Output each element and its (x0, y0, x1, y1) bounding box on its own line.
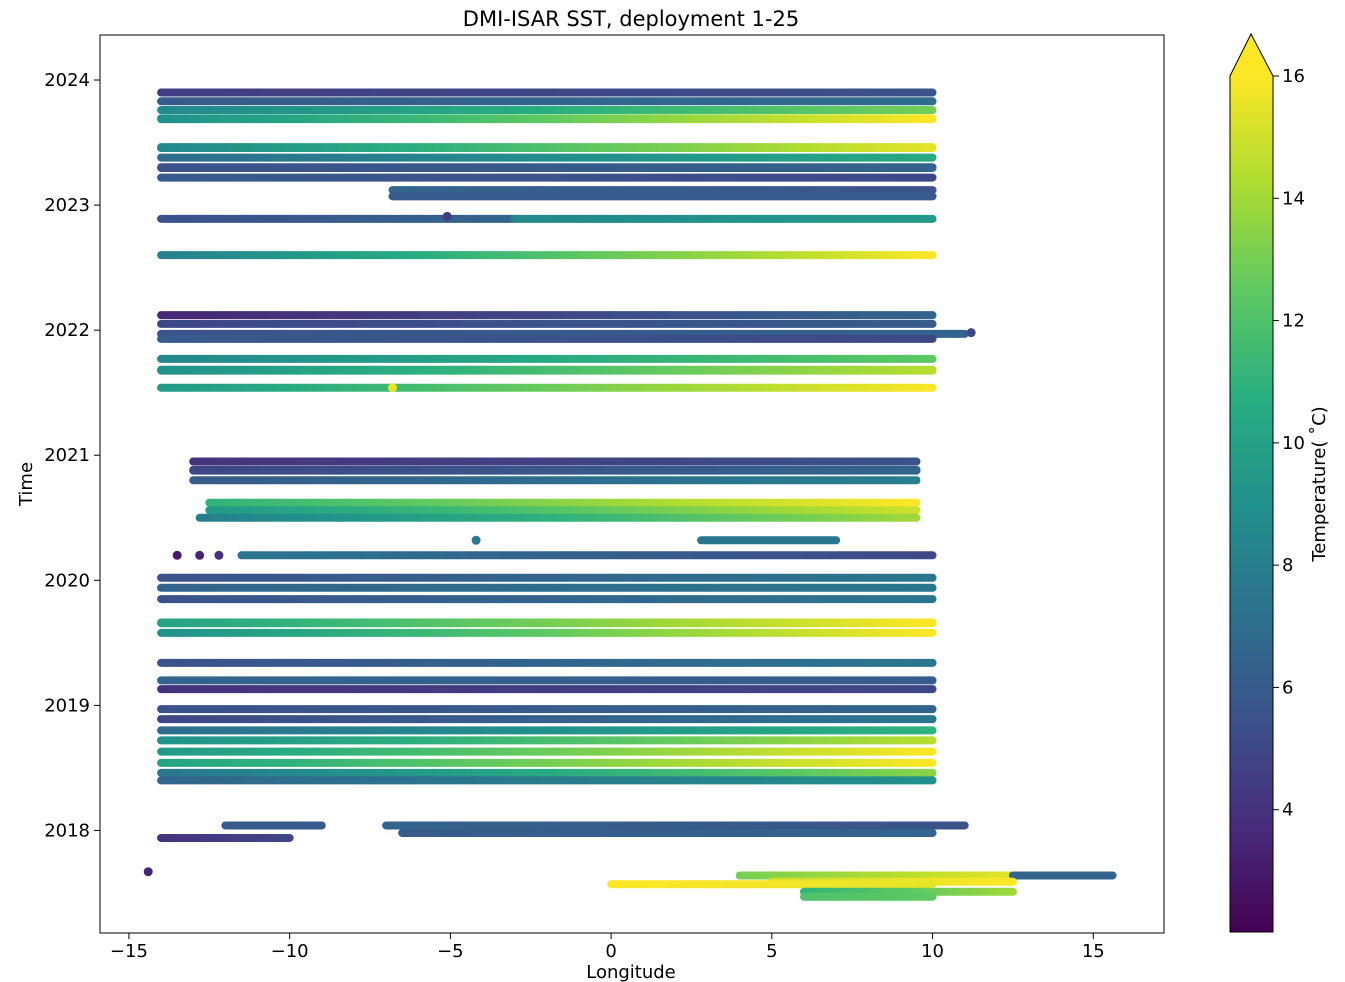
x-axis-ticks: −15 −10 −5 0 5 10 15 (110, 933, 1105, 962)
scatter-track (157, 768, 937, 777)
y-tick-label: 2024 (44, 70, 90, 91)
scatter-track (697, 536, 841, 545)
scatter-track (157, 163, 937, 172)
scatter-track (157, 251, 937, 260)
colorbar-outline (1229, 32, 1274, 933)
x-axis-label: Longitude (586, 962, 676, 982)
scatter-track (157, 365, 937, 375)
scatter-track (157, 685, 937, 694)
scatter-track (189, 457, 921, 466)
x-tick-label: 15 (1082, 941, 1105, 962)
y-axis-label: Time (16, 462, 37, 507)
scatter-track (189, 465, 921, 475)
scatter-track (157, 676, 937, 685)
scatter-track (157, 143, 937, 152)
x-tick-label: −10 (271, 941, 309, 962)
x-tick-label: 5 (766, 941, 777, 962)
chart-title: DMI-ISAR SST, deployment 1-25 (463, 7, 799, 31)
scatter-track (237, 551, 937, 560)
scatter-track (157, 658, 937, 667)
colorbar-body (1230, 76, 1273, 932)
scatter-track (157, 833, 294, 842)
scatter-track (157, 618, 937, 628)
colorbar-label: Temperature( ˚C) (1309, 406, 1330, 562)
plot-frame (99, 34, 1165, 934)
scatter-point (442, 211, 452, 221)
scatter-track (157, 726, 937, 735)
scatter-track (157, 776, 937, 785)
scatter-point (966, 328, 976, 338)
scatter-track (1008, 871, 1117, 880)
scatter-track (205, 506, 921, 515)
scatter-track (157, 595, 937, 604)
y-tick-label: 2022 (44, 320, 90, 341)
scatter-track (157, 319, 937, 328)
scatter-point (195, 550, 205, 560)
scatter-track (157, 214, 519, 223)
scatter-track (221, 821, 326, 830)
colorbar-tick-label: 6 (1282, 677, 1293, 698)
x-tick-label: 0 (605, 941, 616, 962)
scatter-track (195, 513, 921, 522)
y-tick-label: 2020 (44, 570, 90, 591)
y-axis-ticks: 2018 2019 2020 2021 2022 2023 2024 (44, 70, 100, 841)
scatter-point (143, 867, 153, 877)
scatter-track (157, 736, 937, 745)
scatter-track (735, 871, 1017, 880)
scatter-track (157, 311, 937, 320)
y-tick-label: 2019 (44, 695, 90, 716)
y-tick-label: 2023 (44, 195, 90, 216)
scatter-point (471, 535, 481, 545)
x-tick-label: −15 (110, 941, 148, 962)
scatter-point (214, 550, 224, 560)
scatter-track (157, 153, 937, 162)
x-tick-label: −5 (437, 941, 464, 962)
scatter-track (398, 828, 937, 837)
x-tick-label: 10 (921, 941, 944, 962)
scatter-track (382, 821, 969, 830)
scatter-track (157, 334, 937, 343)
scatter-track (205, 498, 921, 507)
scatter-track (157, 747, 937, 756)
scatter-point (388, 383, 398, 393)
scatter-track (157, 705, 937, 714)
colorbar-tick-label: 4 (1282, 800, 1293, 821)
scatter-track (157, 114, 937, 124)
scatter-track (157, 715, 937, 724)
scatter-track (388, 186, 937, 195)
colorbar-extend-arrow (1230, 34, 1273, 76)
scatter-tracks (157, 88, 1117, 901)
scatter-track (510, 214, 937, 223)
scatter-point (172, 550, 182, 560)
scatter-track (157, 173, 937, 182)
colorbar-tick-label: 10 (1282, 433, 1305, 454)
scatter-track (799, 892, 937, 901)
colorbar-tick-label: 16 (1282, 66, 1305, 87)
scatter-track (157, 758, 937, 767)
scatter-track (157, 628, 937, 637)
scatter-points (143, 211, 976, 877)
colorbar: 4 6 8 10 12 14 16 Temperature( ˚C) (1229, 32, 1330, 933)
scatter-track (157, 573, 937, 582)
scatter-track (189, 476, 921, 485)
colorbar-tick-label: 12 (1282, 311, 1305, 332)
scatter-track (607, 880, 937, 889)
y-tick-label: 2021 (44, 445, 90, 466)
colorbar-tick-label: 14 (1282, 188, 1305, 209)
colorbar-ticks: 4 6 8 10 12 14 16 (1273, 66, 1305, 821)
y-tick-label: 2018 (44, 820, 90, 841)
scatter-track (388, 192, 937, 201)
scatter-track (157, 383, 937, 392)
scatter-track (157, 88, 937, 97)
scatter-track (157, 354, 937, 363)
scatter-track (157, 583, 937, 592)
scatter-track (157, 97, 937, 106)
scatter-track (157, 106, 937, 115)
colorbar-tick-label: 8 (1282, 555, 1293, 576)
